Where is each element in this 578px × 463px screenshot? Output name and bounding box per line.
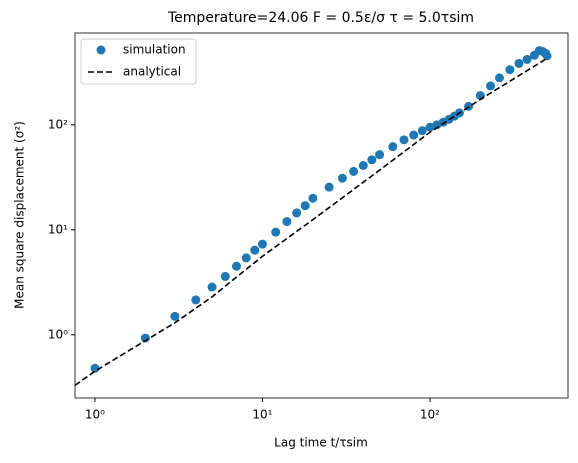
- data-point: [375, 150, 385, 160]
- chart-title: Temperature=24.06 F = 0.5ε/σ τ = 5.0τsim: [167, 10, 474, 26]
- data-point: [90, 363, 100, 373]
- data-point: [409, 130, 419, 140]
- legend-label: simulation: [123, 43, 186, 57]
- data-point: [417, 126, 427, 136]
- data-point: [220, 271, 230, 281]
- data-point: [308, 193, 318, 203]
- legend-label: analytical: [123, 65, 181, 79]
- x-tick-label: 10¹: [252, 408, 272, 422]
- data-point: [207, 282, 217, 292]
- data-line: [74, 57, 548, 386]
- data-point: [324, 182, 334, 192]
- data-point: [271, 227, 281, 237]
- data-point: [494, 73, 504, 83]
- data-point: [282, 217, 292, 227]
- x-tick-label: 10²: [420, 408, 440, 422]
- data-point: [300, 201, 310, 211]
- data-point: [140, 333, 150, 343]
- plot-frame: [74, 32, 569, 399]
- y-tick-label: 10²: [48, 117, 68, 131]
- data-point: [170, 311, 180, 321]
- data-point: [486, 81, 496, 91]
- data-point: [514, 58, 524, 68]
- y-axis-label: Mean square displacement (σ²): [13, 121, 27, 309]
- data-point: [191, 295, 201, 305]
- data-point: [542, 51, 552, 61]
- data-point: [399, 135, 409, 145]
- data-point: [349, 166, 359, 176]
- x-tick-label: 10⁰: [85, 408, 105, 422]
- data-point: [505, 65, 515, 75]
- data-point: [232, 261, 242, 271]
- data-point: [337, 173, 347, 183]
- data-point: [241, 253, 251, 263]
- data-point: [250, 245, 260, 255]
- data-point: [522, 54, 532, 64]
- data-point: [257, 239, 267, 249]
- data-point: [367, 155, 377, 165]
- y-tick-label: 10⁰: [48, 327, 68, 341]
- x-axis-label: Lag time t/τsim: [274, 436, 368, 450]
- data-point: [358, 161, 368, 171]
- legend-marker: [96, 45, 106, 55]
- data-point: [292, 208, 302, 218]
- data-point: [388, 142, 398, 152]
- data-point: [425, 122, 435, 132]
- y-tick-label: 10¹: [48, 222, 68, 236]
